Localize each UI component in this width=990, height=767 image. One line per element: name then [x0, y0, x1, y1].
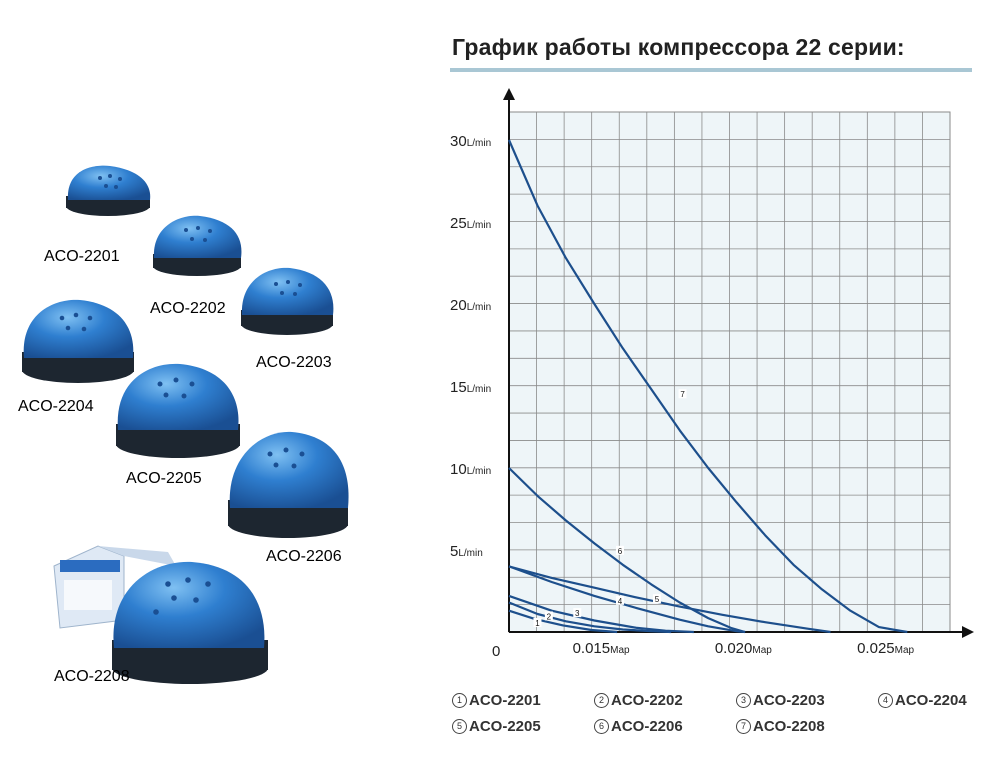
pump-image-aco-2201 — [66, 165, 151, 216]
product-label-aco-2204: ACO-2204 — [18, 398, 94, 415]
pump-image-aco-2204 — [22, 299, 134, 383]
origin-label: 0 — [492, 643, 500, 660]
pump-image-aco-2202 — [153, 215, 242, 276]
x-axis-arrow — [962, 626, 974, 638]
legend-marker: 7 — [736, 719, 751, 734]
curve-series-1 — [508, 609, 618, 634]
pump-image-aco-2203 — [241, 267, 334, 335]
curve-label-bg — [573, 608, 582, 618]
pump-image-aco-2206 — [228, 431, 349, 538]
legend-marker: 3 — [736, 693, 751, 708]
curve-series-4 — [508, 565, 746, 634]
y-tick-label: 25L/min — [450, 215, 491, 232]
product-illustrations — [22, 165, 349, 684]
x-tick-label: 0.025Map — [857, 640, 914, 657]
pump-image-aco-2205 — [116, 363, 240, 458]
curve-series-3 — [508, 594, 694, 634]
legend-label: ACO-2204 — [895, 692, 967, 709]
curve-label-bg — [678, 389, 687, 399]
curve-series-2 — [508, 601, 672, 634]
legend-label: ACO-2202 — [611, 692, 683, 709]
curve-label: 4 — [618, 597, 623, 606]
pump-image-aco-2208 — [53, 545, 268, 684]
curve-series-5 — [508, 565, 831, 634]
y-tick-label: 5L/min — [450, 543, 483, 560]
legend-item: 6 ACO-2206 — [594, 718, 683, 735]
y-tick-label: 20L/min — [450, 297, 491, 314]
legend-item: 2 ACO-2202 — [594, 692, 683, 709]
legend-marker: 2 — [594, 693, 609, 708]
y-tick-label: 15L/min — [450, 379, 491, 396]
chart-title: График работы компрессора 22 серии: — [452, 34, 905, 60]
product-label-aco-2208: ACO-2208 — [54, 668, 130, 685]
legend-item: 5 ACO-2205 — [452, 718, 541, 735]
legend-marker: 1 — [452, 693, 467, 708]
curve-label-bg — [544, 611, 553, 621]
legend-item: 7 ACO-2208 — [736, 718, 825, 735]
product-label-aco-2205: ACO-2205 — [126, 470, 202, 487]
legend-item: 3 ACO-2203 — [736, 692, 825, 709]
legend-item: 4 ACO-2204 — [878, 692, 967, 709]
curve-label: 7 — [680, 390, 685, 399]
curve-label: 3 — [575, 609, 580, 618]
curve-label: 2 — [547, 612, 552, 621]
curve-label: 5 — [655, 595, 660, 604]
product-label-aco-2202: ACO-2202 — [150, 300, 226, 317]
legend-label: ACO-2201 — [469, 692, 541, 709]
product-label-aco-2203: ACO-2203 — [256, 354, 332, 371]
legend-marker: 4 — [878, 693, 893, 708]
legend-label: ACO-2208 — [753, 718, 825, 735]
x-tick-label: 0.020Map — [715, 640, 772, 657]
legend-marker: 5 — [452, 719, 467, 734]
x-tick-label: 0.015Map — [573, 640, 630, 657]
curve-label-bg — [533, 617, 542, 627]
curve-series-7 — [507, 139, 908, 634]
y-axis-arrow — [503, 88, 515, 100]
y-tick-label: 10L/min — [450, 461, 491, 478]
product-label-aco-2206: ACO-2206 — [266, 548, 342, 565]
product-label-aco-2201: ACO-2201 — [44, 248, 120, 265]
legend-label: ACO-2203 — [753, 692, 825, 709]
curve-label-bg — [615, 545, 624, 555]
legend-item: 1 ACO-2201 — [452, 692, 541, 709]
curve-series-6 — [508, 467, 746, 634]
curve-label: 1 — [535, 619, 540, 628]
title-underline — [450, 68, 972, 72]
y-tick-label: 30L/min — [450, 133, 491, 150]
legend-label: ACO-2206 — [611, 718, 683, 735]
curve-label: 6 — [618, 547, 623, 556]
legend-marker: 6 — [594, 719, 609, 734]
curve-label-bg — [615, 595, 624, 605]
product-gallery: ACO-2201 ACO-2202 ACO-2203 ACO-2204 ACO-… — [0, 0, 420, 762]
legend-label: ACO-2205 — [469, 718, 541, 735]
curve-label-bg — [652, 594, 661, 604]
